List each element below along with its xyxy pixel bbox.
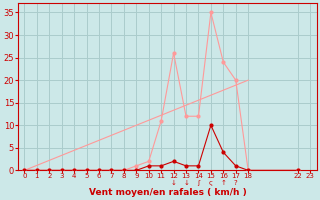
X-axis label: Vent moyen/en rafales ( km/h ): Vent moyen/en rafales ( km/h ) <box>89 188 246 197</box>
